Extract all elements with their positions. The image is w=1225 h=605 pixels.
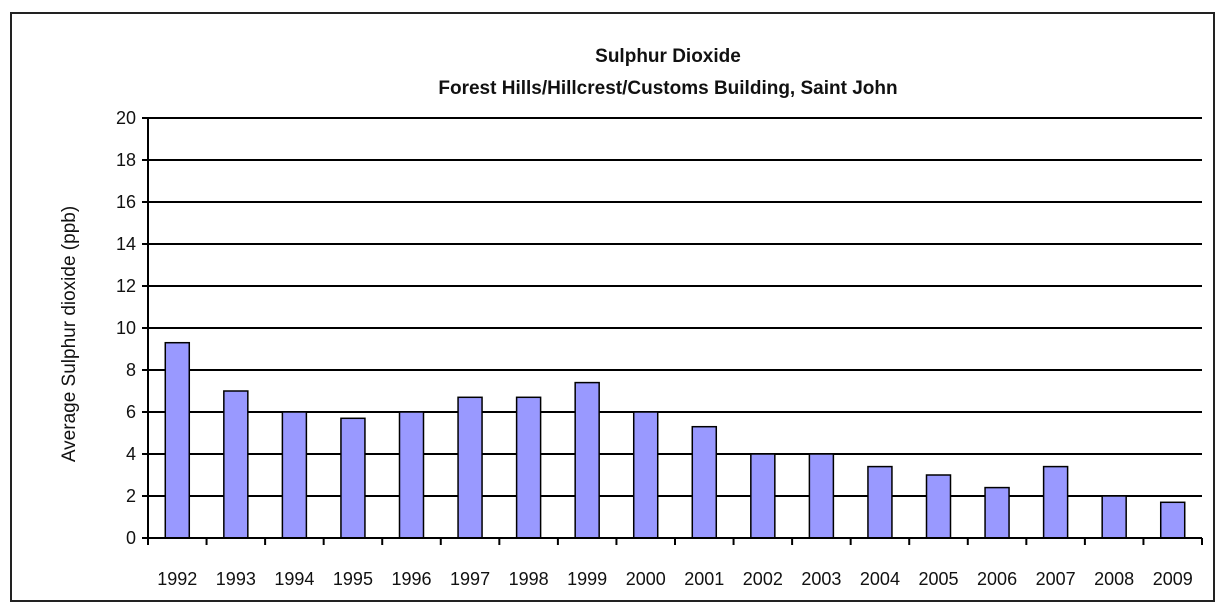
- bar-2009: [1159, 501, 1186, 539]
- chart-frame: Sulphur Dioxide Forest Hills/Hillcrest/C…: [10, 12, 1215, 602]
- bar-2004: [867, 465, 893, 539]
- x-tick-label: 2005: [918, 569, 958, 589]
- y-tick-label: 12: [116, 276, 136, 296]
- bar-chart: Sulphur Dioxide Forest Hills/Hillcrest/C…: [59, 46, 1203, 589]
- x-tick-label: 1992: [157, 569, 197, 589]
- x-tick-label: 2008: [1094, 569, 1134, 589]
- bar-1996: [398, 411, 425, 539]
- bar-1999: [574, 381, 600, 539]
- bars: [164, 341, 1186, 539]
- x-tick-label: 2004: [860, 569, 900, 589]
- y-tick-label: 2: [126, 486, 136, 506]
- x-tick-label: 1999: [567, 569, 607, 589]
- chart-subtitle: Forest Hills/Hillcrest/Customs Building,…: [438, 78, 897, 99]
- bar-1992: [164, 341, 191, 539]
- x-tick-label: 1996: [391, 569, 431, 589]
- y-tick-label: 16: [116, 192, 136, 212]
- axes: 0 2 4 6 8 10 12 14 16 18 20 1992 1993 1994 1995 1996 199…: [116, 108, 1203, 589]
- bar-2007: [1042, 465, 1069, 539]
- x-tick-label: 2006: [977, 569, 1017, 589]
- x-tick-label: 1995: [333, 569, 373, 589]
- x-tick-label: 2001: [684, 569, 724, 589]
- bar-2003: [808, 453, 835, 539]
- bar-2000: [632, 411, 659, 539]
- y-tick-label: 0: [126, 528, 136, 548]
- y-tick-label: 14: [116, 234, 136, 254]
- x-tick-label: 2003: [801, 569, 841, 589]
- bar-2008: [1101, 495, 1127, 539]
- chart-title: Sulphur Dioxide: [595, 46, 741, 67]
- bar-1998: [515, 396, 542, 539]
- x-tick-label: 2000: [626, 569, 666, 589]
- y-tick-label: 4: [126, 444, 136, 464]
- bar-2002: [750, 453, 776, 539]
- bar-2006: [984, 486, 1010, 539]
- x-tick-label: 2007: [1036, 569, 1076, 589]
- x-tick-label: 1993: [216, 569, 256, 589]
- y-tick-label: 20: [116, 108, 136, 128]
- bar-2001: [691, 425, 718, 539]
- bar-2005: [925, 474, 952, 539]
- bar-1993: [223, 390, 249, 539]
- x-tick-label: 1994: [274, 569, 314, 589]
- y-tick-label: 18: [116, 150, 136, 170]
- x-tick-label: 1998: [509, 569, 549, 589]
- gridlines: [148, 117, 1202, 497]
- bar-1997: [457, 396, 483, 539]
- x-tick-label: 2002: [743, 569, 783, 589]
- bar-1994: [281, 411, 308, 539]
- y-axis-label: Average Sulphur dioxide (ppb): [59, 206, 80, 462]
- y-tick-label: 8: [126, 360, 136, 380]
- x-tick-label: 2009: [1153, 569, 1193, 589]
- bar-1995: [340, 417, 366, 539]
- y-tick-label: 10: [116, 318, 136, 338]
- x-tick-label: 1997: [450, 569, 490, 589]
- y-tick-label: 6: [126, 402, 136, 422]
